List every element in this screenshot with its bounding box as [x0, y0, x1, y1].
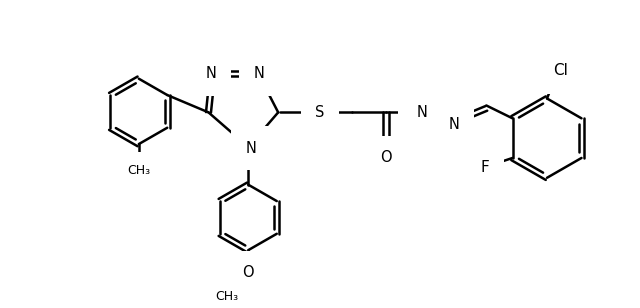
Text: N: N — [206, 66, 217, 81]
Text: N: N — [417, 105, 428, 120]
Text: O: O — [380, 151, 392, 165]
Text: Cl: Cl — [554, 63, 568, 78]
Text: S: S — [316, 105, 324, 120]
Text: O: O — [243, 265, 254, 280]
Text: N: N — [254, 66, 265, 81]
Text: CH₃: CH₃ — [215, 290, 238, 303]
Text: H: H — [412, 96, 422, 109]
Text: N: N — [246, 140, 257, 156]
Text: F: F — [480, 160, 489, 175]
Text: N: N — [449, 117, 460, 132]
Text: CH₃: CH₃ — [127, 164, 150, 177]
